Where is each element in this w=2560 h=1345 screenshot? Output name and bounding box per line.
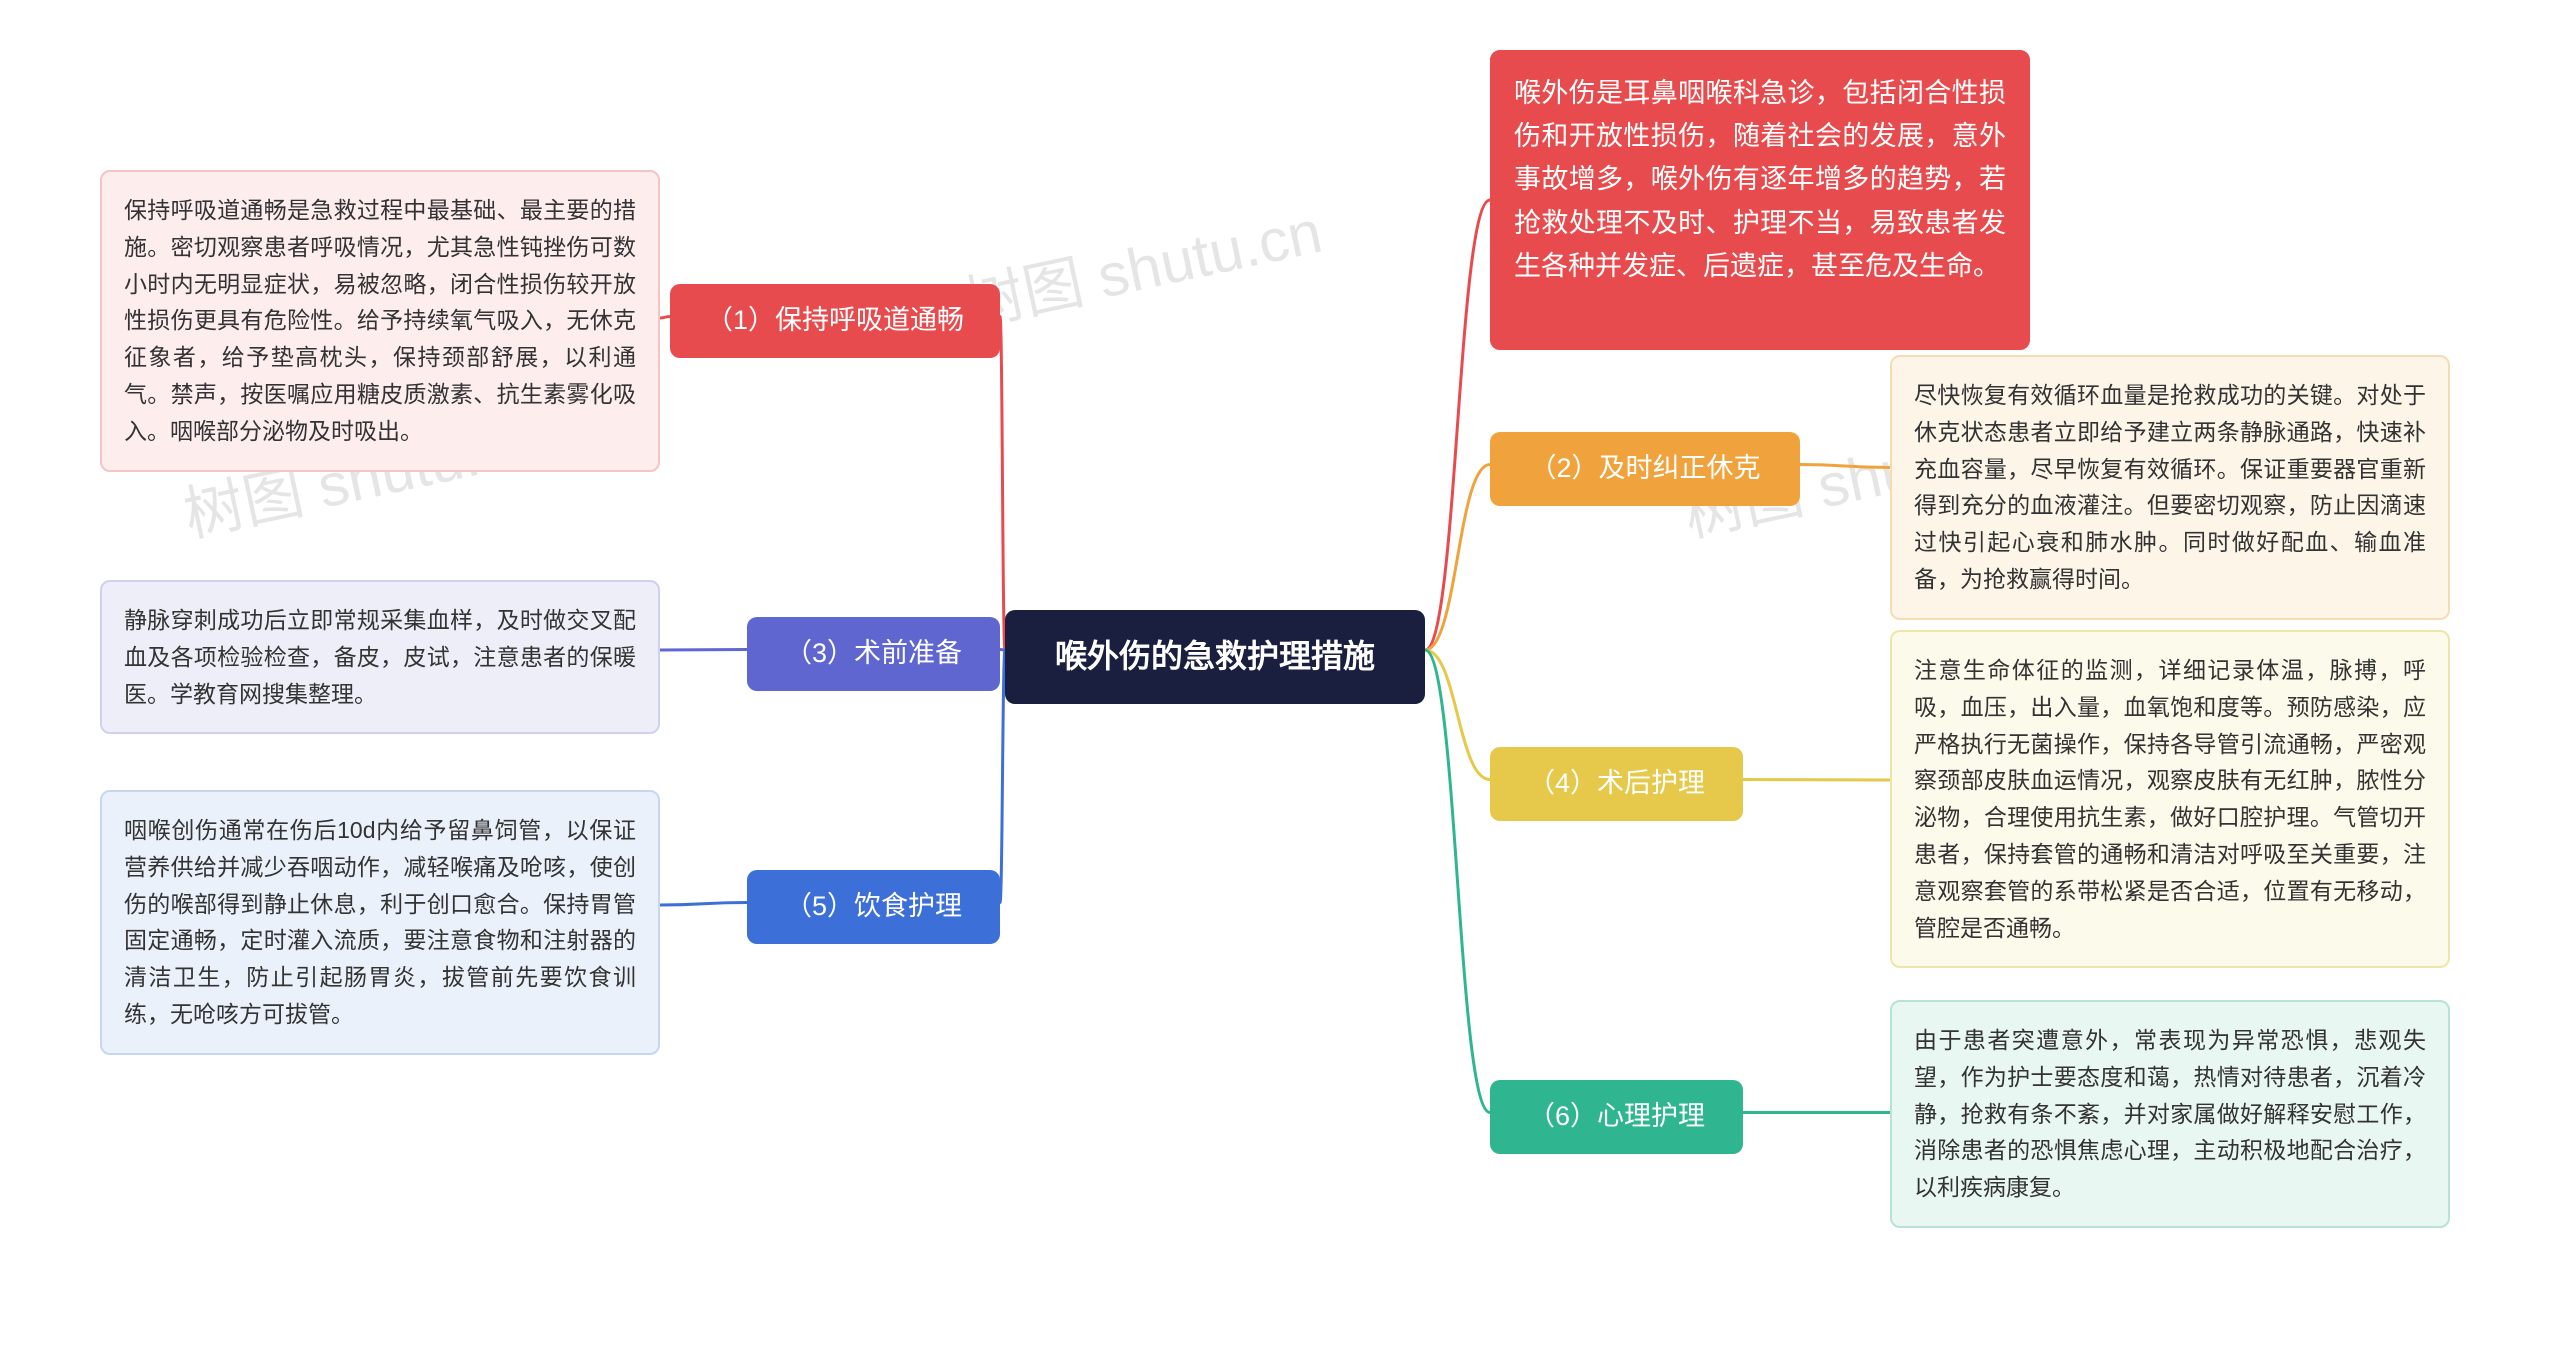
branch-3: （3）术前准备: [747, 617, 1000, 691]
leaf-4: 注意生命体征的监测，详细记录体温，脉搏，呼吸，血压，出入量，血氧饱和度等。预防感…: [1890, 630, 2450, 968]
leaf-2: 尽快恢复有效循环血量是抢救成功的关键。对处于休克状态患者立即给予建立两条静脉通路…: [1890, 355, 2450, 620]
leaf-intro: 喉外伤是耳鼻咽喉科急诊，包括闭合性损伤和开放性损伤，随着社会的发展，意外事故增多…: [1490, 50, 2030, 350]
mindmap-canvas: 树图 shutu.cn 树图 shutu.cn 树图 shutu.cn 喉外伤的…: [0, 0, 2560, 1345]
root-node: 喉外伤的急救护理措施: [1005, 610, 1425, 704]
leaf-5: 咽喉创伤通常在伤后10d内给予留鼻饲管，以保证营养供给并减少吞咽动作，减轻喉痛及…: [100, 790, 660, 1055]
branch-1: （1）保持呼吸道通畅: [670, 284, 1000, 358]
leaf-6: 由于患者突遭意外，常表现为异常恐惧，悲观失望，作为护士要态度和蔼，热情对待患者，…: [1890, 1000, 2450, 1228]
branch-6: （6）心理护理: [1490, 1080, 1743, 1154]
branch-4: （4）术后护理: [1490, 747, 1743, 821]
leaf-1: 保持呼吸道通畅是急救过程中最基础、最主要的措施。密切观察患者呼吸情况，尤其急性钝…: [100, 170, 660, 472]
branch-2: （2）及时纠正休克: [1490, 432, 1800, 506]
branch-5: （5）饮食护理: [747, 870, 1000, 944]
leaf-3: 静脉穿刺成功后立即常规采集血样，及时做交叉配血及各项检验检查，备皮，皮试，注意患…: [100, 580, 660, 734]
